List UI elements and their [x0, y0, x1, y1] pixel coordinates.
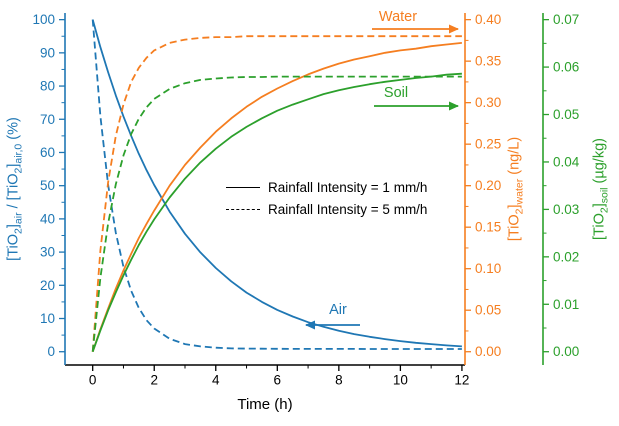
svg-text:4: 4 [212, 373, 220, 388]
series-water-1mmh [91, 42, 462, 352]
svg-text:10: 10 [40, 311, 55, 326]
legend-item-dashed: Rainfall Intensity = 5 mm/h [226, 198, 427, 220]
svg-text:0: 0 [89, 373, 97, 388]
svg-text:70: 70 [40, 112, 55, 127]
svg-text:60: 60 [40, 145, 55, 160]
svg-text:0.05: 0.05 [475, 303, 501, 318]
annotation-soil: Soil [374, 85, 459, 111]
annotation-label-air: Air [329, 302, 347, 318]
annotation-water: Water [372, 9, 459, 34]
annotation-label-water: Water [379, 9, 417, 25]
svg-text:2: 2 [150, 373, 158, 388]
svg-text:40: 40 [40, 211, 55, 226]
annotation-label-soil: Soil [384, 85, 408, 101]
svg-text:0.07: 0.07 [553, 12, 579, 27]
svg-text:90: 90 [40, 45, 55, 60]
legend-item-solid: Rainfall Intensity = 1 mm/h [226, 176, 427, 198]
series-air-1mmh [91, 19, 462, 348]
legend: Rainfall Intensity = 1 mm/h Rainfall Int… [226, 176, 427, 220]
svg-text:0.00: 0.00 [553, 344, 579, 359]
svg-text:8: 8 [335, 373, 343, 388]
y-axis-title-soil: [TiO2]soil (µg/kg) [591, 138, 611, 240]
svg-text:100: 100 [32, 12, 55, 27]
svg-text:0.30: 0.30 [475, 95, 501, 110]
svg-text:0.15: 0.15 [475, 220, 501, 235]
y-axis-title-water: [TiO2]water (ng/L) [506, 136, 526, 242]
svg-text:0: 0 [47, 344, 55, 359]
series-air-5mmh [91, 19, 462, 350]
svg-text:0.00: 0.00 [475, 344, 501, 359]
svg-text:0.01: 0.01 [553, 297, 579, 312]
svg-text:20: 20 [40, 278, 55, 293]
svg-text:0.02: 0.02 [553, 249, 579, 264]
svg-text:0.04: 0.04 [553, 154, 580, 169]
svg-text:0.10: 0.10 [475, 261, 501, 276]
svg-text:0.06: 0.06 [553, 60, 579, 75]
svg-text:80: 80 [40, 79, 55, 94]
svg-text:10: 10 [393, 373, 408, 388]
dashed-line-sample [226, 208, 260, 210]
svg-text:12: 12 [454, 373, 469, 388]
svg-text:0.03: 0.03 [553, 202, 579, 217]
svg-text:0.20: 0.20 [475, 178, 501, 193]
svg-text:30: 30 [40, 245, 55, 260]
series-water-5mmh [91, 35, 462, 352]
y-axis-soil: 0.00 0.01 0.02 0.03 0.04 0.05 0.06 0.07 [542, 12, 580, 365]
series-soil-1mmh [91, 72, 462, 353]
annotation-air: Air [305, 302, 360, 330]
x-axis: 0 2 4 6 8 10 12 [65, 364, 469, 388]
solid-line-sample [226, 186, 260, 188]
y-axis-water: 0.00 0.05 0.10 0.15 0.20 0.25 0.30 0.35 0.40 [464, 12, 501, 365]
series-soil-5mmh [91, 75, 462, 352]
svg-text:0.05: 0.05 [553, 107, 579, 122]
svg-text:6: 6 [274, 373, 282, 388]
legend-label-solid: Rainfall Intensity = 1 mm/h [268, 179, 428, 195]
y-axis-title-air: [TiO2]air / [TiO2]air,0 (%) [5, 117, 25, 261]
svg-text:0.25: 0.25 [475, 137, 501, 152]
x-axis-title: Time (h) [237, 396, 293, 413]
svg-text:50: 50 [40, 178, 55, 193]
svg-text:0.35: 0.35 [475, 54, 501, 69]
y-axis-air: 0 10 20 30 40 50 60 70 80 90 100 [32, 12, 66, 365]
legend-label-dashed: Rainfall Intensity = 5 mm/h [268, 201, 428, 217]
svg-text:0.40: 0.40 [475, 12, 501, 27]
